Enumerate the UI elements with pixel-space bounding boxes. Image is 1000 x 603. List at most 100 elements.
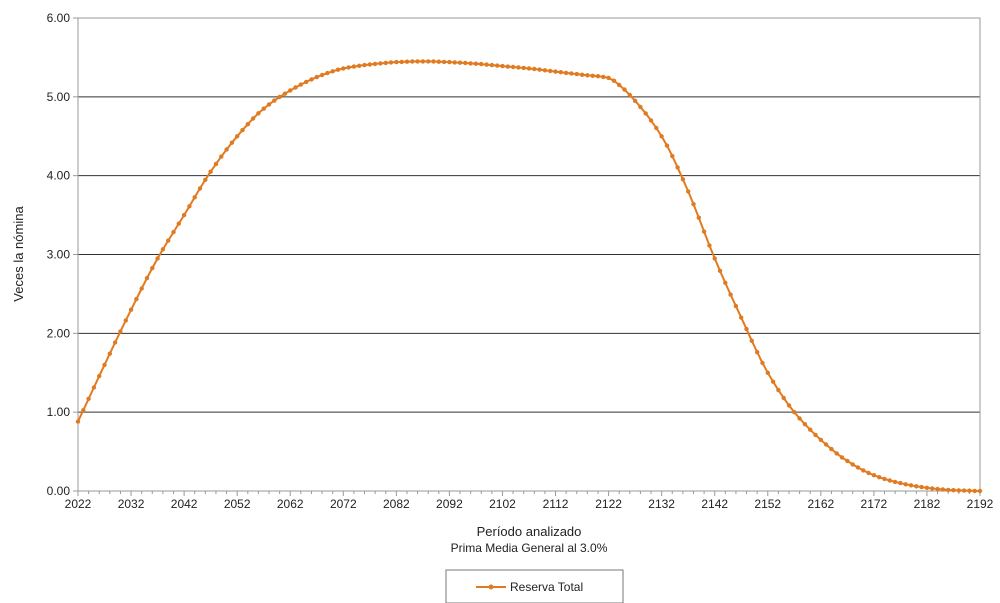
x-tick-label: 2032 <box>118 497 145 511</box>
data-point <box>457 60 463 65</box>
data-point <box>648 118 654 123</box>
data-point <box>192 195 197 200</box>
data-point <box>818 437 823 442</box>
data-point <box>372 61 378 67</box>
data-point <box>319 72 325 78</box>
series-layer <box>75 59 983 494</box>
series-line-reserva-total <box>77 60 981 492</box>
data-point <box>134 296 139 302</box>
data-point <box>590 73 595 79</box>
y-tick-label: 6.00 <box>47 11 71 25</box>
data-point <box>823 442 829 447</box>
data-point <box>415 59 420 64</box>
data-point <box>293 85 298 90</box>
data-point <box>696 215 701 220</box>
data-point <box>887 478 892 483</box>
data-point <box>882 476 887 482</box>
data-point <box>712 256 717 261</box>
data-point <box>229 140 235 145</box>
data-point <box>250 116 256 121</box>
data-point <box>643 111 648 116</box>
data-point <box>325 70 330 76</box>
data-point <box>463 60 468 66</box>
y-tick-label: 5.00 <box>47 90 71 104</box>
data-point <box>972 488 977 494</box>
x-tick-label: 2152 <box>754 497 781 511</box>
data-point <box>601 74 606 80</box>
data-point <box>107 351 113 356</box>
data-point <box>388 60 394 65</box>
data-point <box>813 432 818 438</box>
data-point <box>765 370 770 375</box>
data-point <box>659 134 664 139</box>
data-point <box>91 385 97 390</box>
data-point <box>102 362 107 368</box>
legend: Reserva Total <box>445 569 624 603</box>
data-point <box>330 69 335 74</box>
grid-layer <box>73 17 981 496</box>
data-point <box>542 68 548 73</box>
data-point <box>97 373 102 379</box>
data-point <box>585 73 590 78</box>
data-point <box>617 82 622 88</box>
data-point <box>505 64 510 69</box>
data-point <box>691 201 696 207</box>
data-point <box>112 340 118 345</box>
x-tick-label: 2132 <box>648 497 675 511</box>
data-point <box>919 484 924 490</box>
data-point <box>930 486 935 491</box>
data-point <box>829 446 834 452</box>
data-point <box>866 470 871 476</box>
data-point <box>441 59 447 65</box>
data-point <box>335 67 341 72</box>
data-point <box>834 451 839 456</box>
data-point <box>717 268 723 273</box>
data-point <box>203 177 208 182</box>
data-point <box>298 82 303 87</box>
data-point <box>749 338 754 343</box>
data-point <box>420 59 426 64</box>
data-point <box>802 422 808 427</box>
data-point <box>770 379 776 384</box>
data-point <box>611 78 617 83</box>
data-point <box>362 62 367 68</box>
data-point <box>733 303 739 309</box>
data-point <box>150 265 155 271</box>
x-tick-label: 2122 <box>595 497 622 511</box>
data-point <box>346 65 351 70</box>
x-tick-label: 2182 <box>914 497 941 511</box>
data-point <box>537 67 542 72</box>
data-point <box>86 396 91 401</box>
data-point <box>510 64 516 70</box>
data-point <box>892 479 898 485</box>
data-point <box>526 66 532 71</box>
data-point <box>144 275 150 281</box>
data-point <box>378 61 383 66</box>
data-point <box>208 169 213 174</box>
data-point <box>288 88 293 93</box>
x-tick-label: 2022 <box>65 497 92 511</box>
data-point <box>75 419 81 424</box>
plot-area-border <box>77 17 981 492</box>
x-tick-label: 2072 <box>330 497 357 511</box>
data-point <box>277 94 282 100</box>
y-tick-label: 4.00 <box>47 169 71 183</box>
data-point <box>871 473 877 478</box>
data-point <box>187 204 192 209</box>
x-tick-label: 2062 <box>277 497 304 511</box>
data-point <box>341 66 346 71</box>
data-point <box>664 143 670 148</box>
data-point <box>961 488 967 493</box>
data-point <box>213 161 219 167</box>
data-point <box>473 61 479 66</box>
data-point <box>245 122 250 127</box>
data-point <box>447 59 452 65</box>
x-tick-label: 2042 <box>171 497 198 511</box>
data-point <box>908 483 914 488</box>
data-point <box>569 71 574 76</box>
data-point <box>272 98 277 103</box>
data-point <box>256 111 261 116</box>
data-point <box>723 280 728 285</box>
data-point <box>903 482 908 487</box>
